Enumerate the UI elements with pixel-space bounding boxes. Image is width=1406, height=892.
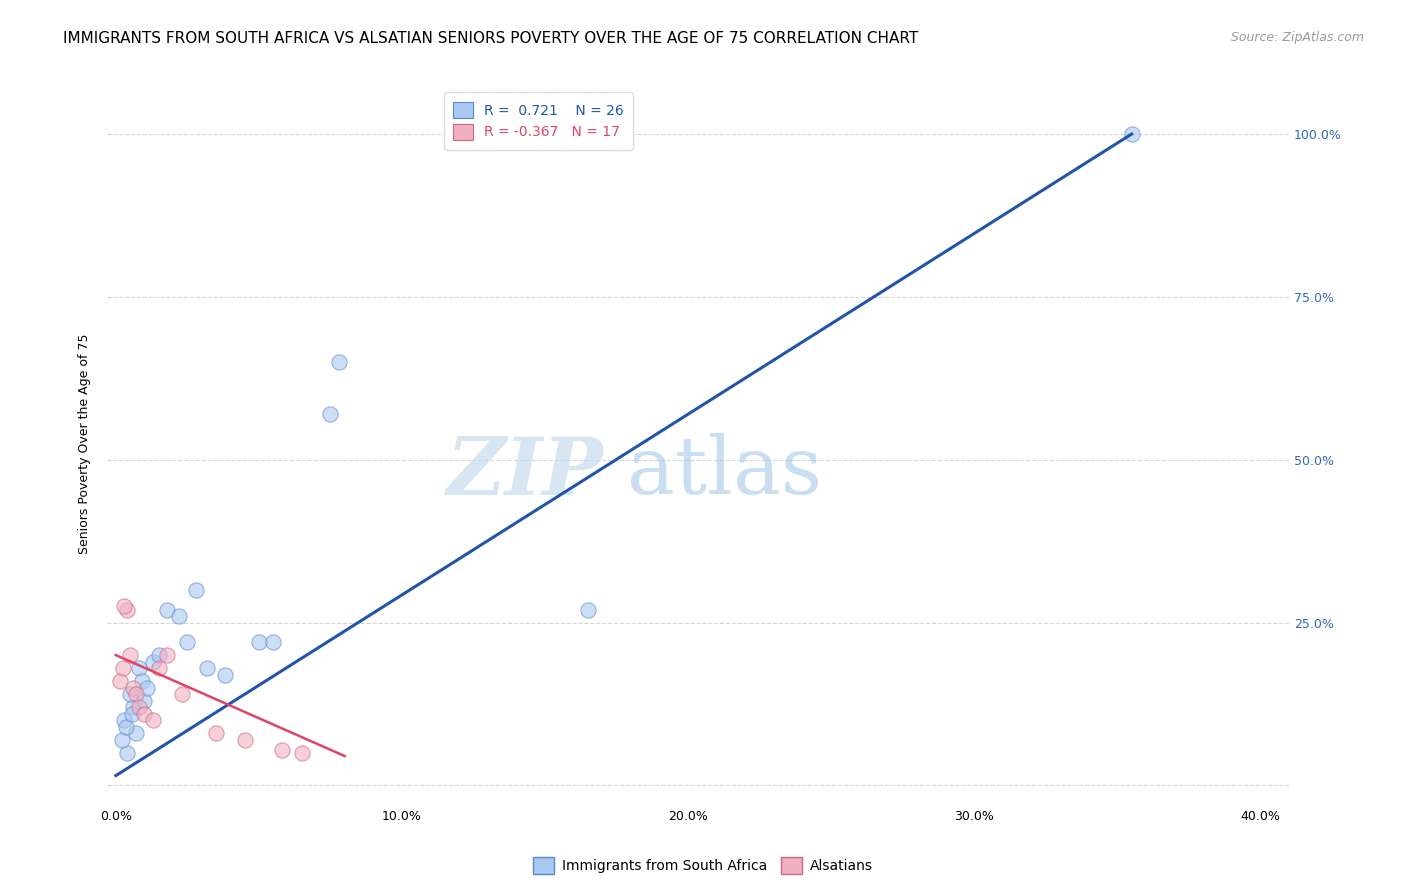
Point (136, 681, 159, 695)
Text: IMMIGRANTS FROM SOUTH AFRICA VS ALSATIAN SENIORS POVERTY OVER THE AGE OF 75 CORR: IMMIGRANTS FROM SOUTH AFRICA VS ALSATIAN… (63, 31, 918, 46)
Point (328, 355, 350, 369)
Point (125, 726, 148, 740)
Point (117, 746, 139, 760)
Point (110, 732, 132, 747)
Point (148, 661, 170, 675)
Point (197, 661, 219, 675)
Point (142, 655, 165, 669)
Point (120, 687, 142, 701)
Point (205, 726, 228, 740)
Point (112, 599, 135, 614)
Point (128, 700, 150, 714)
Point (214, 667, 236, 681)
Point (262, 635, 284, 649)
Point (134, 694, 156, 708)
Legend: R =  0.721    N = 26, R = -0.367   N = 17: R = 0.721 N = 26, R = -0.367 N = 17 (444, 93, 634, 150)
Y-axis label: Seniors Poverty Over the Age of 75: Seniors Poverty Over the Age of 75 (79, 334, 91, 554)
Point (167, 609, 190, 624)
Legend: Immigrants from South Africa, Alsatians: Immigrants from South Africa, Alsatians (526, 850, 880, 880)
Point (1121, 127, 1143, 141)
Point (176, 635, 198, 649)
Point (121, 706, 143, 721)
Point (142, 713, 165, 727)
Point (108, 674, 131, 689)
Point (319, 407, 342, 421)
Point (291, 746, 314, 760)
Point (233, 732, 256, 747)
Point (131, 674, 153, 689)
Point (125, 687, 148, 701)
Point (170, 687, 193, 701)
Point (120, 648, 142, 662)
Text: ZIP: ZIP (447, 434, 603, 511)
Point (128, 661, 150, 675)
Point (148, 648, 170, 662)
Point (112, 713, 135, 727)
Point (122, 700, 145, 714)
Text: atlas: atlas (627, 434, 823, 511)
Point (184, 582, 207, 597)
Point (156, 602, 179, 616)
Point (115, 720, 138, 734)
Point (117, 602, 139, 616)
Point (247, 635, 270, 649)
Point (156, 648, 179, 662)
Point (270, 742, 292, 756)
Point (576, 602, 599, 616)
Point (134, 706, 156, 721)
Point (122, 681, 145, 695)
Point (111, 661, 134, 675)
Text: Source: ZipAtlas.com: Source: ZipAtlas.com (1230, 31, 1364, 45)
